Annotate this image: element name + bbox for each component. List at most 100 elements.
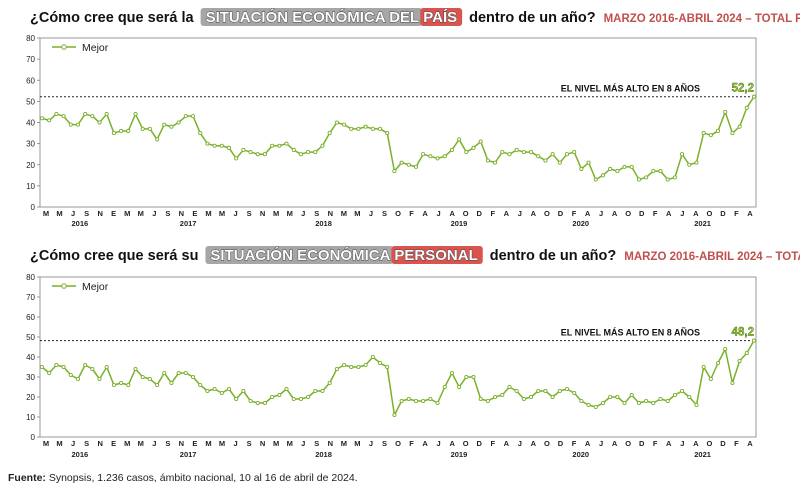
x-tick-year: 2021 (694, 219, 711, 228)
data-point (708, 133, 713, 138)
y-tick-label: 0 (31, 433, 36, 442)
x-tick-month: S (314, 439, 319, 448)
data-point (111, 131, 116, 136)
title-highlight-accent-bg (391, 246, 483, 264)
legend: Mejor (52, 281, 109, 293)
data-point (83, 112, 88, 117)
data-point (464, 374, 469, 380)
data-point (147, 376, 152, 382)
data-point (83, 362, 88, 368)
x-tick-month: A (422, 439, 428, 448)
x-tick-month: J (437, 439, 441, 448)
data-point (291, 396, 296, 402)
data-point (442, 384, 447, 390)
data-point (449, 370, 454, 376)
title-prefix: ¿Cómo cree que será su (30, 248, 198, 264)
x-tick-month: M (124, 209, 130, 218)
series-line-mejor (41, 96, 755, 181)
x-tick-month: O (625, 439, 631, 448)
data-point (356, 126, 361, 131)
data-point (715, 360, 721, 366)
data-point (708, 376, 713, 382)
y-tick-label: 30 (26, 373, 35, 382)
data-point (672, 392, 677, 398)
data-point (600, 400, 606, 406)
y-tick-label: 80 (26, 273, 35, 282)
x-tick-month: A (612, 439, 618, 448)
series-points (39, 338, 757, 418)
data-point (593, 177, 598, 182)
data-point (119, 128, 124, 133)
x-tick-month: A (422, 209, 428, 218)
data-point (521, 396, 526, 402)
x-tick-month: S (314, 209, 319, 218)
data-point (54, 362, 59, 368)
x-tick-month: A (585, 209, 591, 218)
data-point (313, 388, 318, 394)
data-point (183, 114, 188, 119)
data-point (133, 112, 138, 117)
x-tick-month: N (260, 209, 265, 218)
data-point (478, 396, 483, 402)
x-tick-month: M (56, 439, 62, 448)
x-tick-month: O (395, 439, 401, 448)
data-point (435, 156, 440, 161)
data-point (126, 382, 131, 388)
x-tick-month: D (558, 439, 564, 448)
data-point (47, 370, 52, 376)
data-point (751, 338, 757, 343)
x-tick-month: M (43, 439, 49, 448)
x-tick-month: J (599, 209, 603, 218)
data-point (342, 122, 347, 127)
data-point (543, 388, 548, 394)
x-tick-month: S (247, 209, 252, 218)
x-tick-month: M (273, 209, 279, 218)
data-point (90, 114, 95, 119)
title-highlight: SITUACIÓN ECONÓMICA PERSONAL (205, 246, 483, 264)
y-tick-label: 60 (26, 76, 35, 85)
data-point (730, 131, 735, 136)
data-point (370, 354, 375, 360)
x-tick-month: A (449, 439, 455, 448)
x-tick-month: E (111, 439, 116, 448)
legend: Mejor (52, 42, 109, 54)
title-highlight-bg (205, 246, 394, 264)
title-highlight-accent-bg (420, 8, 463, 26)
data-point (550, 152, 555, 157)
x-tick-month: M (273, 439, 279, 448)
data-point (723, 109, 728, 114)
data-point (248, 398, 253, 404)
x-tick-month: J (518, 209, 522, 218)
x-tick-month: A (612, 209, 618, 218)
x-tick-month: J (369, 439, 373, 448)
x-tick-month: D (639, 439, 645, 448)
data-point (644, 175, 649, 180)
y-tick-label: 30 (26, 140, 35, 149)
data-point (550, 394, 555, 400)
data-point (234, 156, 239, 161)
data-point (183, 370, 188, 376)
data-point (68, 122, 73, 127)
x-tick-month: S (247, 439, 252, 448)
x-tick-month: F (409, 439, 414, 448)
data-point (97, 376, 102, 382)
data-point (493, 160, 498, 165)
data-point (169, 380, 174, 386)
data-point (672, 175, 677, 180)
x-tick-month: J (152, 209, 156, 218)
data-point (190, 114, 196, 119)
data-point (665, 177, 670, 182)
data-point (421, 398, 426, 404)
x-tick-month: M (205, 209, 211, 218)
x-tick-month: J (301, 439, 305, 448)
data-point (226, 386, 232, 392)
data-point (622, 400, 627, 406)
data-point (564, 386, 570, 392)
x-tick-month: O (544, 209, 550, 218)
source-text: Synopsis, 1.236 casos, ámbito nacional, … (48, 472, 358, 484)
data-point (162, 122, 167, 127)
data-point (155, 137, 160, 142)
data-point (457, 384, 462, 390)
x-tick-month: J (680, 439, 684, 448)
x-tick-month: J (680, 209, 684, 218)
